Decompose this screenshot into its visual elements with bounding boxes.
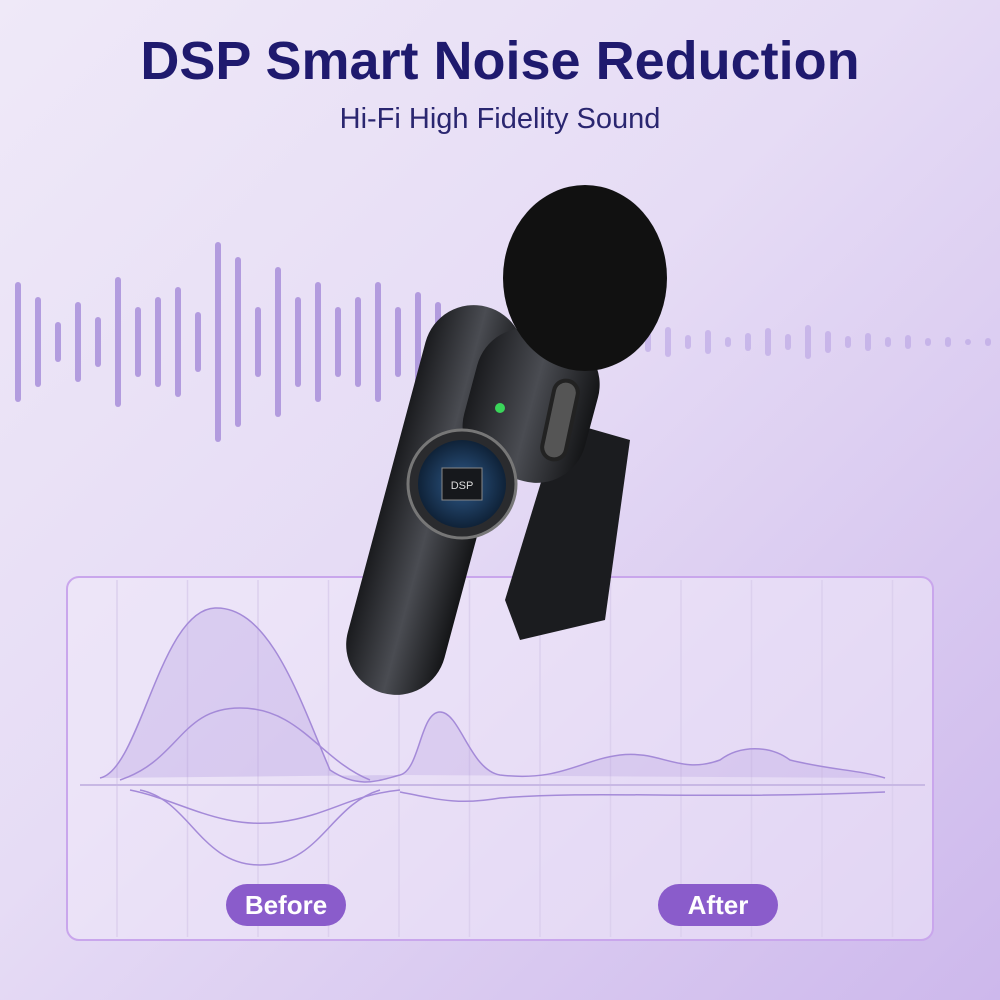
wireless-microphone: DSP <box>346 185 667 695</box>
wave-dot <box>725 337 731 347</box>
panel-grid <box>116 580 894 937</box>
wave-bar <box>15 282 21 402</box>
after-waveform <box>399 711 886 803</box>
wave-dot <box>705 330 711 354</box>
led-indicator <box>495 403 505 413</box>
wave-dot <box>865 333 871 351</box>
wave-dot <box>885 337 891 347</box>
wave-dot <box>965 339 971 345</box>
wave-bar <box>275 267 281 417</box>
foam-windscreen <box>503 185 667 371</box>
wave-dot <box>985 338 991 346</box>
wave-dot <box>905 335 911 349</box>
wave-bar <box>335 307 341 377</box>
wave-bar <box>195 312 201 372</box>
page-subtitle: Hi-Fi High Fidelity Sound <box>339 103 661 135</box>
wave-dot <box>685 335 691 349</box>
wave-dot <box>785 334 791 350</box>
wave-bar <box>115 277 121 407</box>
chip-label: DSP <box>451 480 474 492</box>
wave-dot <box>945 337 951 347</box>
after-label: After <box>658 884 778 926</box>
wave-bar <box>355 297 361 387</box>
wave-dot <box>805 325 811 359</box>
wave-dot <box>825 331 831 353</box>
wave-dot <box>765 328 771 356</box>
wave-bar <box>155 297 161 387</box>
wave-bar <box>35 297 41 387</box>
wave-dot <box>745 333 751 351</box>
wave-bar <box>315 282 321 402</box>
wave-bar <box>295 297 301 387</box>
clip <box>505 420 630 640</box>
before-waveform <box>99 607 401 866</box>
usb-c-port <box>540 378 580 462</box>
wave-bar <box>135 307 141 377</box>
wave-bar <box>395 307 401 377</box>
wave-bar <box>375 282 381 402</box>
comparison-panel <box>66 576 934 941</box>
wave-bar <box>235 257 241 427</box>
wave-bar <box>75 302 81 382</box>
wave-dot <box>925 338 931 346</box>
wave-bar <box>175 287 181 397</box>
wave-bar <box>95 317 101 367</box>
wave-dot <box>845 336 851 348</box>
wave-bar <box>215 242 221 442</box>
page-title: DSP Smart Noise Reduction <box>140 31 860 91</box>
wave-bar <box>55 322 61 362</box>
wave-dot <box>665 327 671 357</box>
wave-bar <box>255 307 261 377</box>
before-label: Before <box>226 884 346 926</box>
